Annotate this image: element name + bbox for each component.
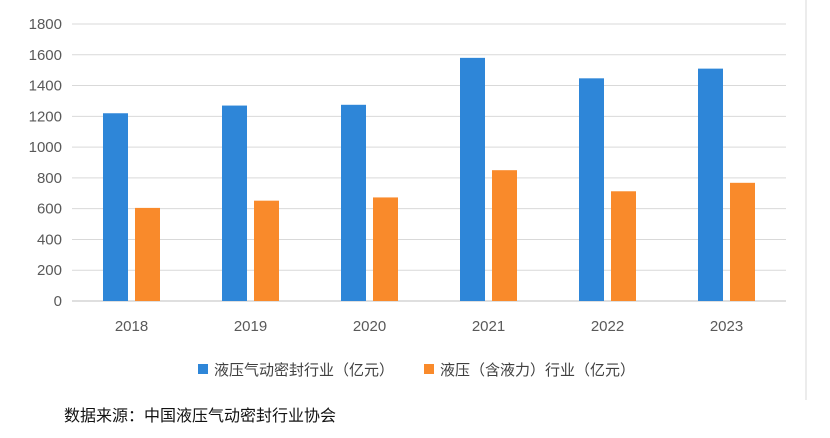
bar-hydraulic-2021 — [492, 170, 517, 301]
x-tick-label: 2018 — [115, 318, 148, 335]
y-tick-label: 1400 — [29, 78, 62, 95]
bar-seal-2020 — [341, 104, 366, 302]
bar-seal-2018 — [103, 113, 128, 301]
x-axis-ticks: 2018 2019 2020 2021 2022 2023 — [115, 318, 743, 335]
source-note: 数据来源：中国液压气动密封行业协会 — [64, 406, 337, 425]
gridlines — [72, 23, 786, 302]
y-tick-label: 1000 — [29, 139, 62, 156]
bar-hydraulic-2020 — [373, 197, 398, 301]
y-axis-ticks: 0 200 400 600 800 1000 1200 1400 1600 1800 — [29, 16, 62, 310]
x-tick-label: 2022 — [591, 318, 624, 335]
x-tick-label: 2020 — [353, 318, 386, 335]
bar-seal-2022 — [579, 78, 604, 301]
y-tick-label: 400 — [37, 231, 62, 248]
bar-hydraulic-2022 — [611, 191, 636, 301]
legend-swatch-2 — [424, 364, 434, 374]
bar-seal-2021 — [460, 57, 485, 301]
y-tick-label: 200 — [37, 262, 62, 279]
bar-seal-2023 — [698, 68, 723, 301]
x-tick-label: 2021 — [472, 318, 505, 335]
legend-label-1: 液压气动密封行业（亿元） — [214, 361, 394, 379]
bars — [103, 57, 755, 302]
y-tick-label: 1200 — [29, 108, 62, 125]
y-tick-label: 800 — [37, 170, 62, 187]
legend: 液压气动密封行业（亿元） 液压（含液力）行业（亿元） — [198, 361, 635, 379]
x-tick-label: 2019 — [234, 318, 267, 335]
x-tick-label: 2023 — [710, 318, 743, 335]
bar-hydraulic-2018 — [135, 207, 160, 301]
bar-seal-2019 — [222, 105, 247, 301]
y-tick-label: 1800 — [29, 16, 62, 33]
bar-hydraulic-2023 — [730, 182, 755, 301]
legend-label-2: 液压（含液力）行业（亿元） — [440, 361, 635, 379]
y-tick-label: 0 — [54, 293, 62, 310]
y-tick-label: 600 — [37, 201, 62, 218]
legend-swatch-1 — [198, 364, 208, 374]
bar-hydraulic-2019 — [254, 200, 279, 301]
y-tick-label: 1600 — [29, 47, 62, 64]
